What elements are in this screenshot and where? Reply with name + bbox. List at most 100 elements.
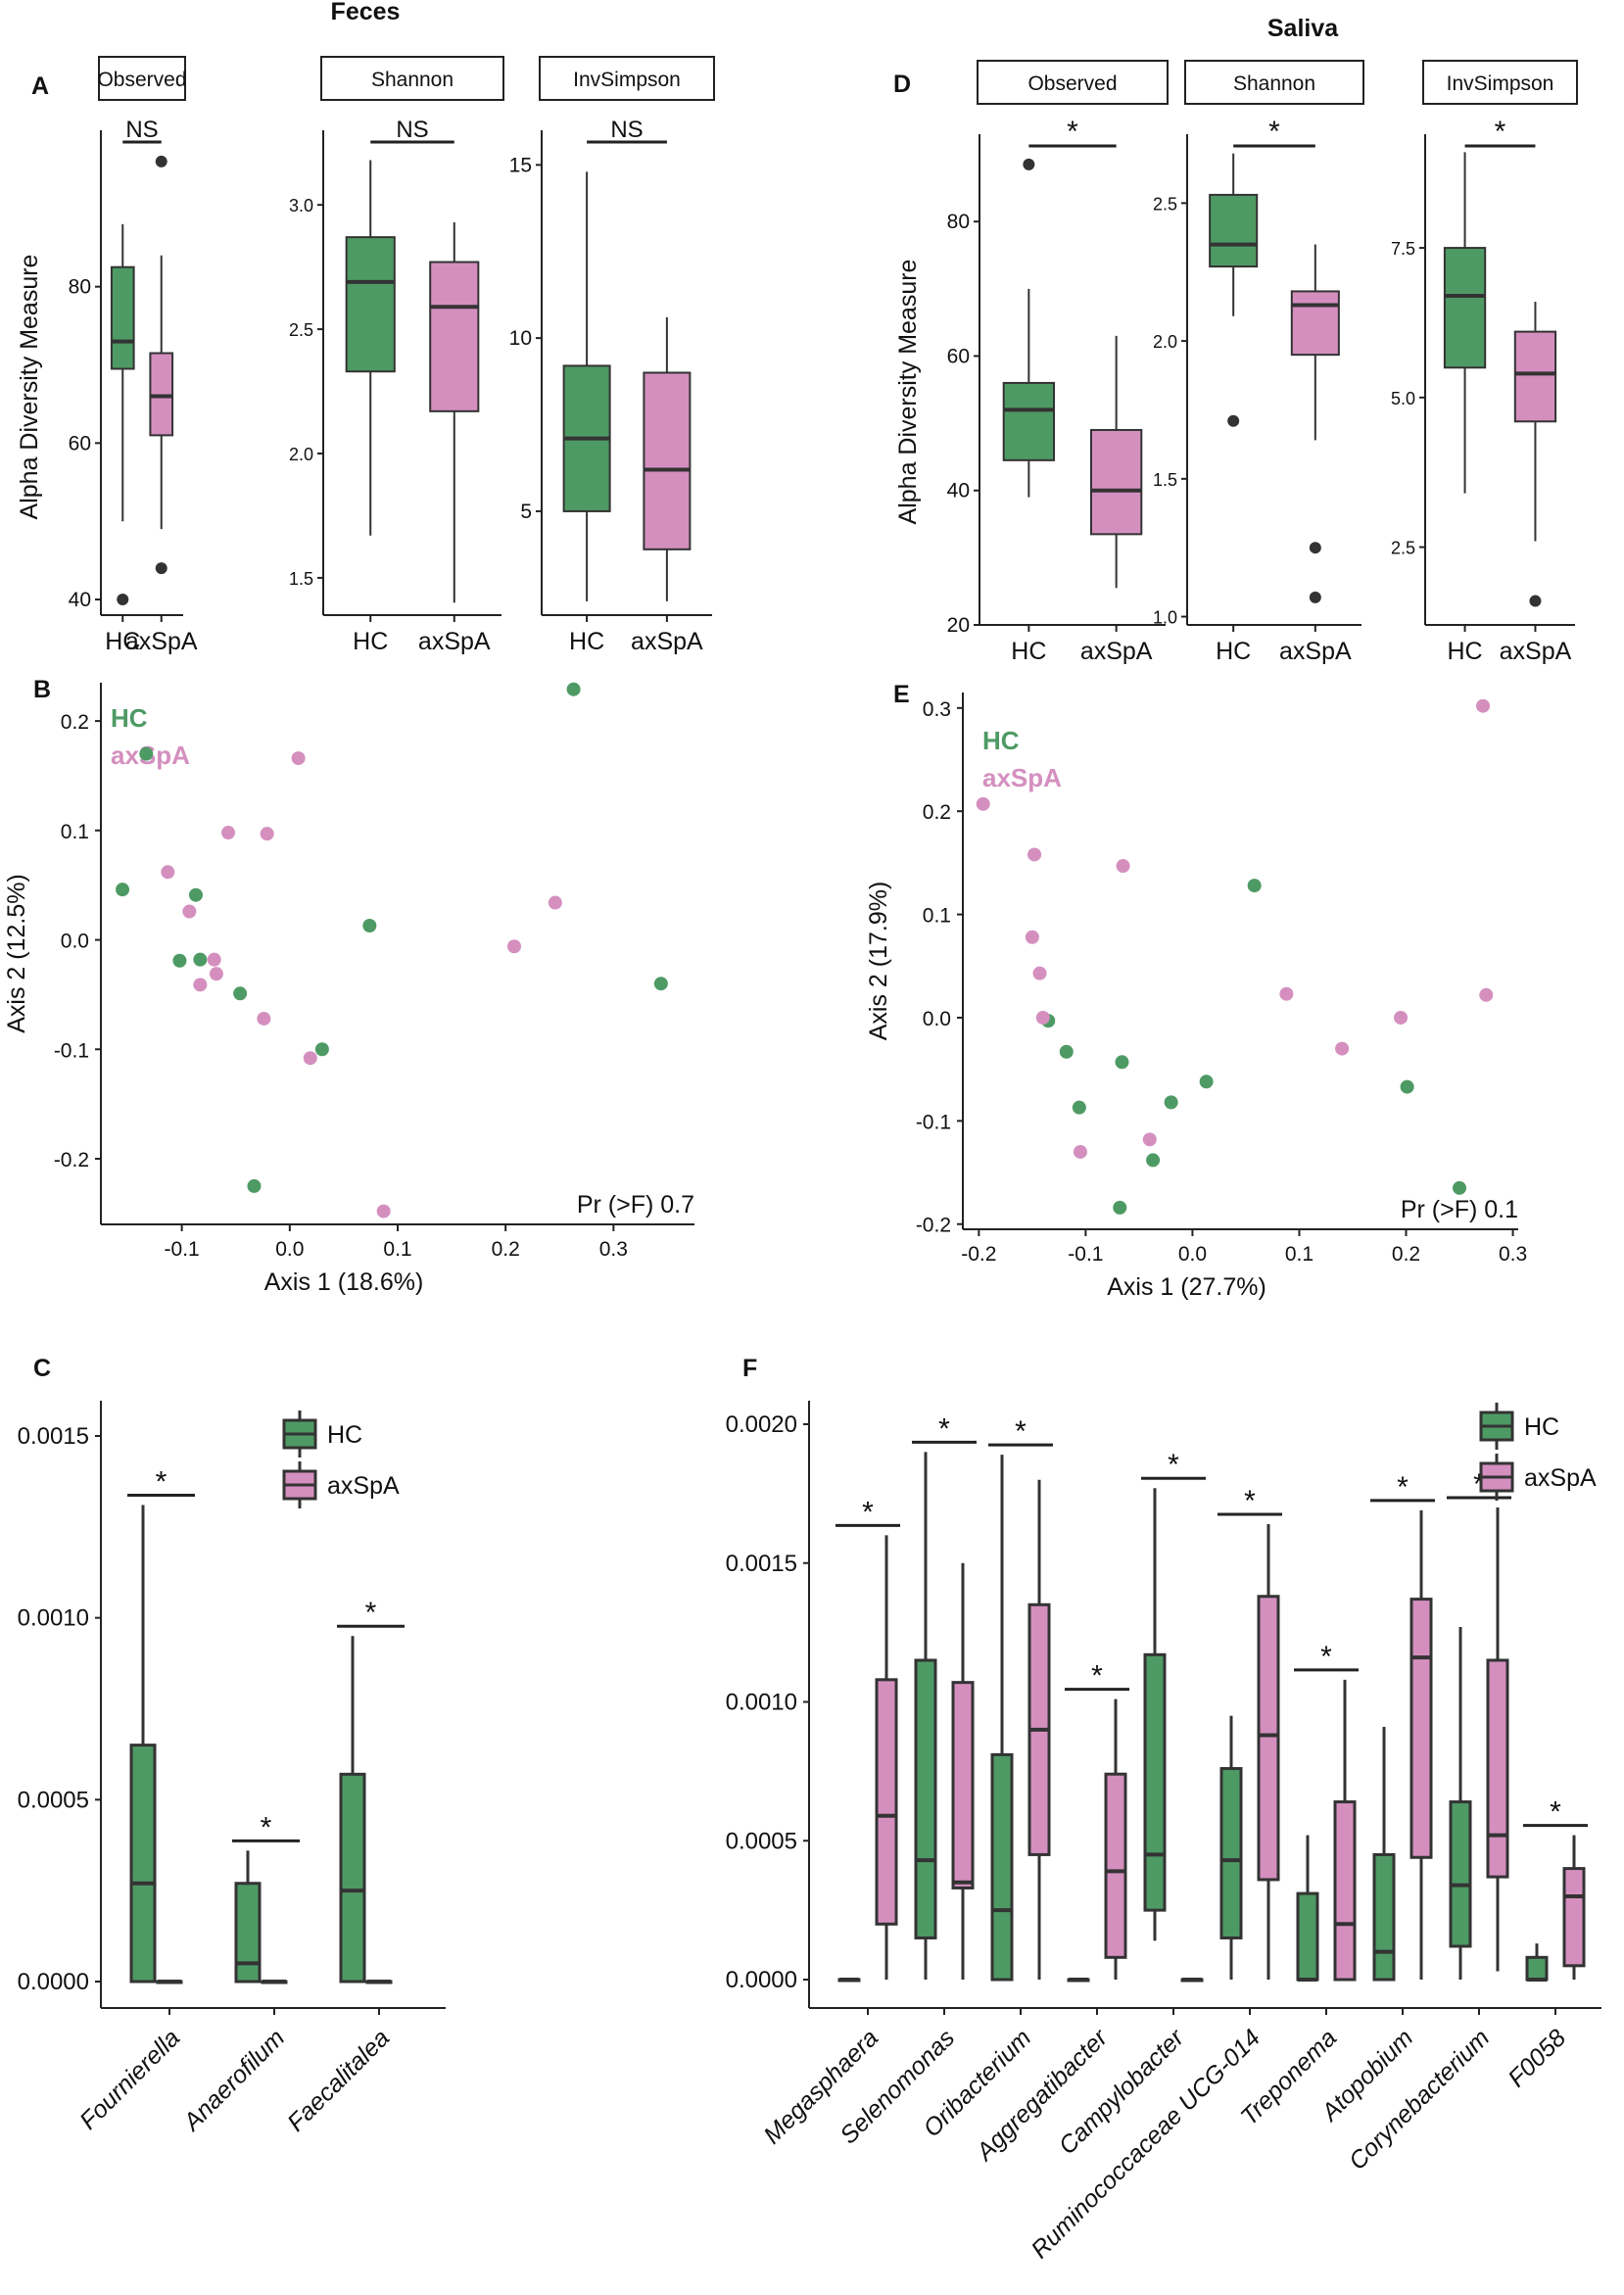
point-hc-9 (1400, 1079, 1414, 1094)
y-tick-label: 80 (69, 276, 91, 299)
x-tick-label: -0.1 (1068, 1243, 1103, 1266)
point-axspa-11 (506, 939, 521, 954)
box-axspa-box (1104, 1772, 1127, 1959)
point-axspa-10 (1394, 1010, 1409, 1025)
box-axspa-box (875, 1678, 898, 1926)
point-axspa-9 (1335, 1041, 1350, 1056)
facet-invsimpson: InvSimpson 5 10 15 HC axSpA NS (509, 56, 715, 655)
point-axspa-6 (1035, 1010, 1050, 1025)
point-hc-7 (1146, 1153, 1161, 1168)
x-tick-label: 0.2 (1392, 1243, 1420, 1266)
box-hc-box (1143, 1652, 1167, 1912)
y-tick-label: 20 (947, 614, 970, 637)
x-tick-label: 0.1 (383, 1238, 411, 1261)
point-hc-10 (1453, 1180, 1467, 1195)
x-axis-label: Axis 1 (18.6%) (264, 1268, 424, 1296)
facet-strip-label: Observed (97, 69, 186, 91)
x-tick-label-axspa: axSpA (631, 628, 703, 655)
box-hc-outlier-0 (1227, 414, 1240, 427)
point-hc-3 (1072, 1100, 1086, 1115)
y-tick-label: 0.0015 (726, 1551, 797, 1577)
point-axspa-4 (182, 904, 197, 919)
point-axspa-8 (257, 1011, 271, 1026)
box-hc-box (914, 1658, 937, 1939)
facet-shannon: Shannon 1.5 2.0 2.5 3.0 HC axSpA NS (289, 56, 504, 655)
point-axspa-0 (1476, 698, 1491, 713)
significance-label: NS (396, 117, 428, 143)
y-axis-label: Alpha Diversity Measure (16, 255, 43, 520)
point-hc-5 (193, 952, 208, 967)
box-axspa-box (1257, 1595, 1280, 1882)
box-axspa-box (1409, 1598, 1433, 1859)
legend-label-axspa: axSpA (327, 1472, 400, 1500)
point-axspa-8 (1479, 987, 1494, 1002)
box-hc-box (1296, 1891, 1319, 1982)
point-axspa-5 (207, 952, 221, 967)
point-hc-1 (139, 746, 154, 761)
legend-axspa: axSpA (982, 763, 1062, 792)
y-tick-label: 2.0 (289, 445, 313, 464)
significance-label: * (1495, 116, 1506, 148)
panel-label-f: F (742, 1355, 757, 1382)
box-hc-box (1443, 247, 1487, 369)
y-tick-label: -0.2 (916, 1215, 951, 1237)
box-axspa-box (643, 371, 692, 550)
y-tick-label: 60 (69, 432, 91, 454)
point-axspa-2 (260, 827, 274, 841)
box-axspa-box (1513, 330, 1557, 423)
box-axspa-outlier-0 (1529, 595, 1542, 607)
box-hc-box (990, 1752, 1014, 1982)
y-tick-label: 0.0015 (18, 1423, 89, 1450)
box-axspa-box (429, 261, 480, 412)
x-tick-label: -0.2 (961, 1243, 996, 1266)
panel-c-taxa-feces: 0.00000.00050.00100.0015Fournierella*Ana… (18, 1401, 446, 2137)
box-hc-outlier-0 (1023, 158, 1035, 170)
point-hc-5 (1164, 1095, 1178, 1110)
point-hc-8 (233, 986, 248, 1001)
box-hc-box (1219, 1767, 1243, 1939)
x-tick-label: 0.0 (275, 1238, 304, 1261)
box-hc-box (345, 236, 396, 373)
y-tick-label: 0.1 (61, 821, 89, 843)
y-axis-label: Alpha Diversity Measure (894, 260, 922, 525)
y-tick-label: 80 (947, 211, 970, 233)
y-axis-label: Axis 2 (17.9%) (865, 882, 892, 1041)
point-axspa-3 (1116, 859, 1130, 874)
y-tick-label: -0.2 (54, 1149, 89, 1171)
facet-strip (1184, 60, 1364, 105)
box-hc-box (1002, 381, 1055, 461)
x-tick-label-hc: HC (1011, 638, 1046, 665)
box-hc-box (1449, 1800, 1472, 1948)
point-axspa-12 (376, 1204, 391, 1219)
x-tick-label-axspa: axSpA (1080, 638, 1153, 665)
x-tick-label-hc: HC (1216, 638, 1251, 665)
significance-label: * (1244, 1485, 1256, 1517)
y-tick-label: 7.5 (1391, 239, 1415, 259)
y-tick-label: 0.0010 (18, 1605, 89, 1632)
significance-label: * (1397, 1471, 1409, 1504)
point-axspa-5 (1032, 966, 1047, 980)
significance-label: * (156, 1466, 167, 1499)
facet-strip (1422, 60, 1578, 105)
y-tick-label: 2.0 (1153, 332, 1177, 352)
point-axspa-0 (291, 751, 306, 766)
legend-hc: HC (111, 703, 148, 733)
y-tick-label: 5 (520, 501, 532, 523)
facet-strip (977, 60, 1169, 105)
box-hc-box (110, 265, 135, 370)
point-axspa-1 (976, 796, 990, 811)
y-axis-label: Axis 2 (12.5%) (3, 874, 30, 1033)
point-axspa-7 (193, 978, 208, 992)
point-axspa-3 (161, 865, 175, 880)
x-tick-label: 0.2 (492, 1238, 520, 1261)
panel-a-alpha-diversity-feces: Alpha Diversity MeasureObserved406080HCa… (16, 56, 715, 655)
significance-label: * (1168, 1449, 1179, 1481)
point-axspa-9 (303, 1051, 317, 1066)
legend: HC axSpA (282, 1410, 400, 1508)
point-hc-8 (1113, 1200, 1127, 1215)
y-tick-label: 0.0 (923, 1008, 951, 1030)
x-tick-label: Anaerofilum (177, 2024, 291, 2137)
significance-label: * (1067, 116, 1078, 148)
point-hc-10 (247, 1178, 262, 1193)
y-tick-label: 0.0 (61, 931, 89, 953)
